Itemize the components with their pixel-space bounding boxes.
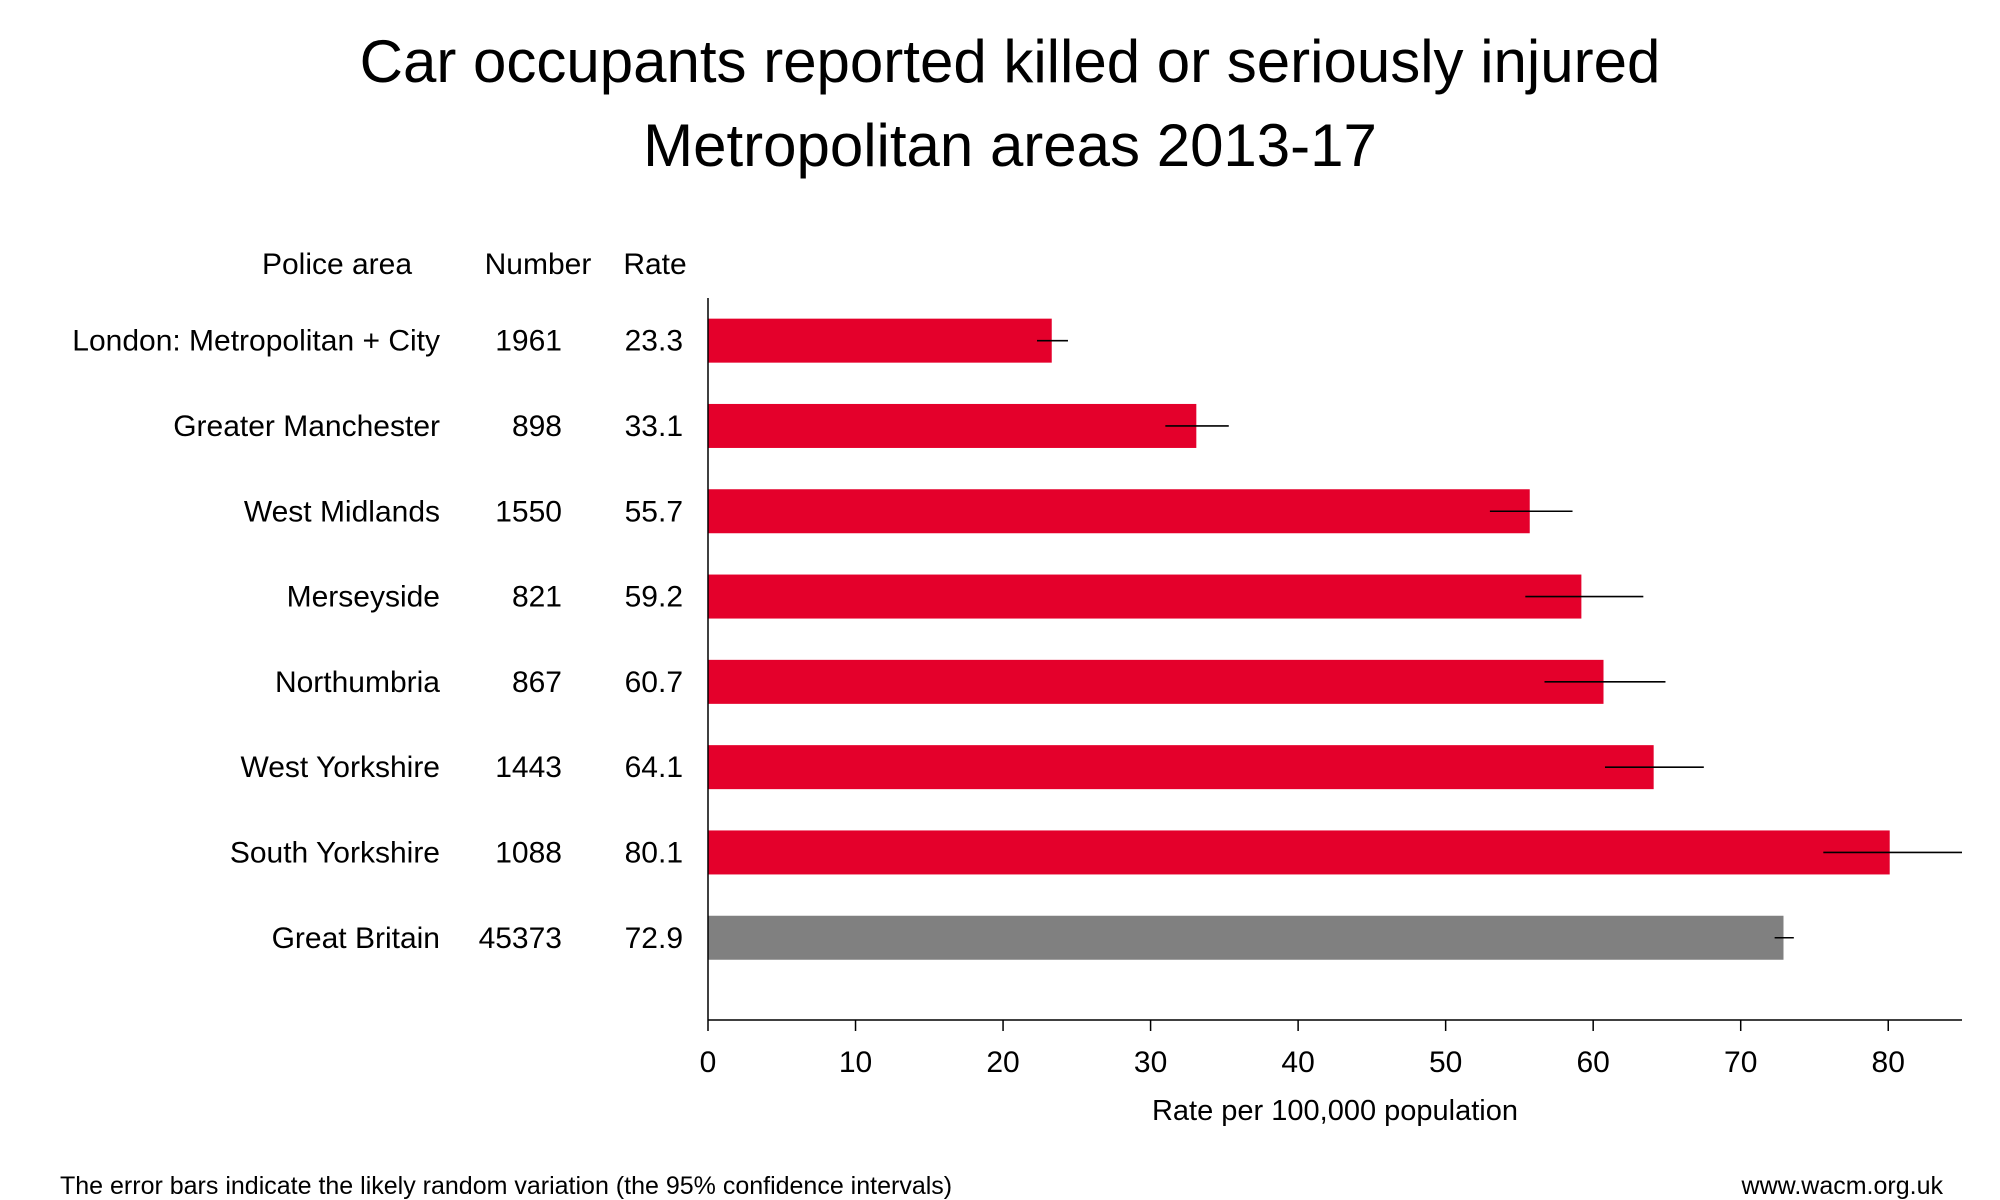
row-label-rate: 59.2	[625, 581, 683, 614]
bar	[708, 745, 1654, 790]
bar	[708, 403, 1197, 448]
row-label-rate: 23.3	[625, 325, 683, 358]
chart-rows: London: Metropolitan + City 1961 23.3 Great…	[72, 325, 683, 955]
x-tick-label: 10	[839, 1046, 872, 1079]
bar	[708, 659, 1604, 704]
row-label-rate: 72.9	[625, 922, 683, 955]
row-label-number: 898	[512, 410, 562, 443]
row-label-rate: 80.1	[625, 836, 683, 869]
row-label-rate: 33.1	[625, 410, 683, 443]
row-label-number: 1088	[495, 836, 562, 869]
row-label-area: Greater Manchester	[173, 410, 440, 443]
header-rate: Rate	[623, 248, 686, 281]
x-axis-label: Rate per 100,000 population	[1152, 1095, 1518, 1127]
row-label-area: Merseyside	[287, 581, 440, 614]
x-tick-label: 40	[1281, 1046, 1314, 1079]
row-label-number: 45373	[479, 922, 562, 955]
x-tick-label: 30	[1134, 1046, 1167, 1079]
row-label-rate: 64.1	[625, 751, 683, 784]
chart-error-bars	[1036, 339, 1962, 939]
row-label-number: 1550	[495, 495, 562, 528]
x-tick-label: 50	[1429, 1046, 1462, 1079]
header-number: Number	[485, 248, 592, 281]
row-label-number: 1443	[495, 751, 562, 784]
row-label-rate: 60.7	[625, 666, 683, 699]
row-label-number: 1961	[495, 325, 562, 358]
x-tick-label: 20	[986, 1046, 1019, 1079]
bar	[708, 830, 1890, 875]
row-label-area: London: Metropolitan + City	[72, 325, 440, 358]
row-label-number: 867	[512, 666, 562, 699]
bar	[708, 574, 1582, 619]
x-tick-label: 0	[700, 1046, 717, 1079]
bar	[708, 489, 1530, 534]
x-tick-label: 80	[1872, 1046, 1905, 1079]
row-label-number: 821	[512, 581, 562, 614]
row-label-area: South Yorkshire	[230, 836, 440, 869]
row-label-area: West Yorkshire	[240, 751, 440, 784]
x-tick-label: 60	[1576, 1046, 1609, 1079]
x-axis-ticks: 0 10 20 30 40 50 60 70 80	[700, 1020, 1905, 1079]
chart-bars	[708, 318, 1890, 960]
row-label-rate: 55.7	[625, 495, 683, 528]
footnote: The error bars indicate the likely rando…	[60, 1172, 952, 1200]
row-label-area: Northumbria	[275, 666, 440, 699]
x-tick-label: 70	[1724, 1046, 1757, 1079]
bar	[708, 318, 1052, 363]
header-police-area: Police area	[262, 248, 412, 281]
row-label-area: West Midlands	[244, 495, 440, 528]
source-url: www.wacm.org.uk	[1741, 1172, 1944, 1200]
chart-subtitle: Metropolitan areas 2013-17	[643, 112, 1377, 179]
row-label-area: Great Britain	[272, 922, 440, 955]
bar	[708, 915, 1784, 960]
chart-title: Car occupants reported killed or serious…	[360, 28, 1661, 95]
